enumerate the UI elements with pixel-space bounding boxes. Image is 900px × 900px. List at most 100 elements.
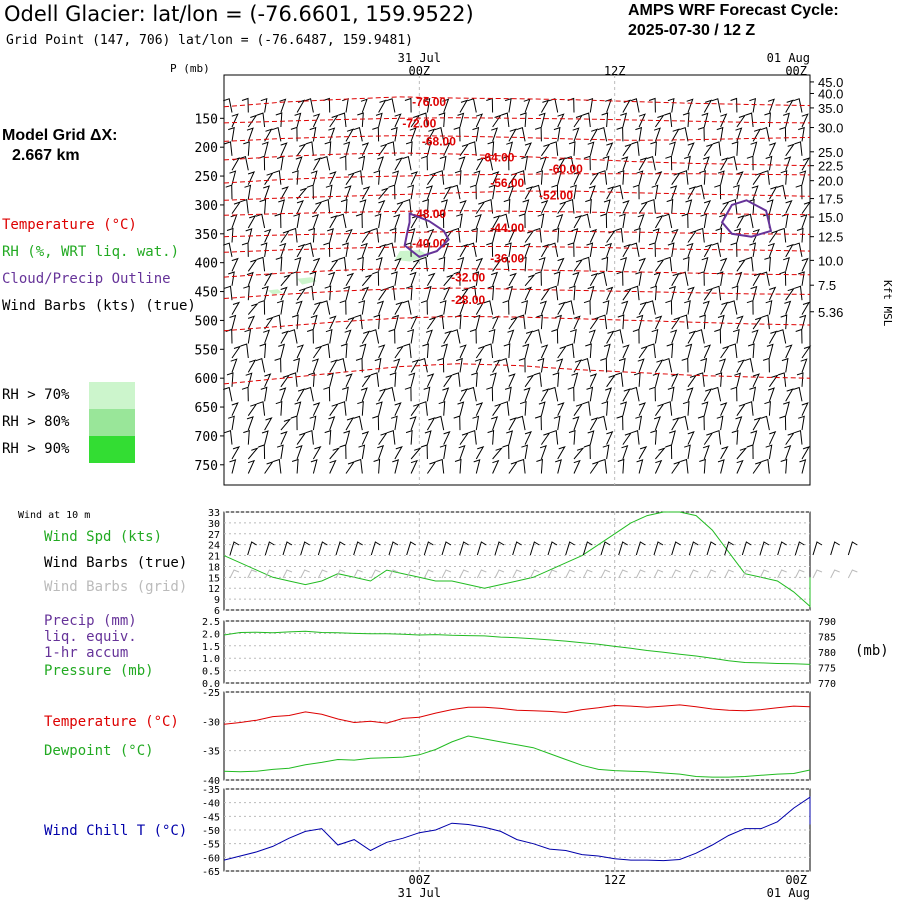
wind-barb: [305, 430, 314, 445]
wind-barb: [443, 274, 455, 287]
wind-barb-true: [388, 541, 399, 556]
value-tick-label: -45: [202, 812, 220, 823]
wind-barb: [785, 287, 795, 301]
wind-barb: [328, 416, 336, 431]
value-tick-label: -65: [202, 867, 220, 878]
wind-barb-true: [247, 541, 257, 556]
wind-barb: [697, 126, 705, 142]
windchill-line: [223, 796, 811, 862]
wind-barb: [587, 141, 595, 156]
wind-barb: [636, 170, 644, 185]
wind-barb: [404, 242, 412, 257]
wind-barb: [422, 198, 429, 214]
wind-barb: [598, 314, 608, 330]
wind-barb: [369, 329, 380, 344]
wind-barb: [666, 198, 674, 214]
wind-barb: [410, 447, 422, 460]
wind-barb: [785, 200, 793, 214]
wind-barb: [491, 271, 499, 286]
wind-barb: [339, 444, 347, 460]
wind-barb: [618, 213, 626, 229]
wind-barb: [537, 357, 545, 373]
wind-barb: [631, 430, 640, 445]
wind-barb: [504, 242, 512, 257]
wind-barb: [296, 187, 308, 200]
wind-barb: [345, 316, 356, 330]
wind-barb: [736, 258, 747, 272]
wind-barb: [492, 171, 500, 185]
wind-barb: [752, 172, 763, 185]
wind-barb: [306, 184, 314, 200]
wind-barb: [329, 447, 341, 460]
wind-barb: [523, 387, 531, 402]
wind-barb: [501, 256, 510, 272]
wind-barb: [456, 357, 463, 373]
wind-barb: [568, 429, 576, 445]
wind-barb: [256, 401, 266, 416]
wind-barb: [360, 98, 368, 113]
wind-barb: [390, 126, 398, 142]
wind-barb: [581, 358, 591, 373]
wind-barb: [768, 431, 777, 445]
wind-barb: [622, 143, 633, 157]
wind-barb: [323, 97, 331, 113]
wind-barb: [475, 113, 484, 128]
wind-barb: [325, 328, 333, 344]
pressure-tick-label: 200: [195, 141, 218, 156]
wind-barb: [487, 141, 495, 156]
wind-barb: [458, 445, 466, 460]
wind-barb: [228, 271, 235, 286]
wind-barb: [540, 200, 549, 214]
wind-barb: [329, 359, 338, 373]
wind-barb: [671, 373, 679, 388]
wind-barb: [487, 429, 495, 445]
wind-barb: [426, 272, 436, 287]
wind-barb: [294, 401, 302, 416]
wind-barb: [534, 126, 542, 142]
wind-barb: [312, 402, 321, 416]
wind-barb: [532, 184, 542, 200]
wind-barb: [361, 142, 370, 157]
wind-barb: [581, 213, 591, 229]
wind-barb: [458, 300, 466, 315]
value-tick-label: 2.5: [202, 617, 220, 628]
pressure-tick-label: 750: [195, 459, 218, 474]
temperature-contour-label: -64.00: [480, 151, 514, 165]
wind-barb: [426, 316, 437, 330]
wind-barb: [508, 272, 517, 287]
wind-barb: [784, 300, 792, 315]
wind-barb: [583, 155, 591, 171]
wind-barb: [631, 141, 640, 156]
legend-temperature: Temperature (°C): [2, 217, 137, 233]
wind-barb: [361, 230, 372, 243]
wind-barb: [647, 343, 656, 359]
wind-barb: [633, 227, 641, 243]
wind-barb-grid: [600, 569, 611, 579]
wind-barb: [404, 386, 412, 402]
wind-barb: [410, 171, 418, 185]
wind-barb: [410, 315, 418, 330]
wind-barb: [280, 142, 288, 157]
wind-barb: [766, 343, 774, 359]
wind-barb: [370, 372, 380, 387]
wind-barb-true: [635, 541, 646, 556]
wind-barb: [296, 432, 307, 445]
wind-barb: [749, 242, 757, 257]
wind-barb: [671, 316, 681, 330]
wind-barb: [320, 300, 331, 315]
wind-barb-grid: [370, 569, 381, 579]
wind-barb: [293, 357, 301, 373]
wind-barb: [767, 242, 775, 258]
wind-barb: [699, 458, 706, 474]
wind-barb: [503, 198, 511, 214]
wind-barb: [795, 328, 803, 344]
height-tick-label: 45.0: [818, 75, 843, 90]
temperature-contour-label: -32.00: [451, 271, 485, 285]
temperature-contour: [223, 268, 811, 278]
bottom-time-label: 00Z: [785, 873, 807, 887]
wind-barb: [711, 386, 722, 402]
wind-barb: [387, 141, 396, 156]
wind-barb: [454, 458, 462, 474]
wind-barb: [290, 415, 298, 431]
wind-barb-grid: [830, 569, 840, 579]
